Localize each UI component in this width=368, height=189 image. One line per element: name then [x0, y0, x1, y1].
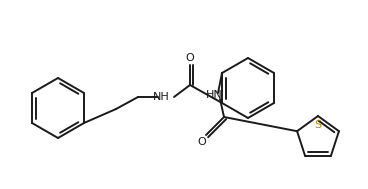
Text: NH: NH	[153, 92, 170, 102]
Text: S: S	[314, 120, 322, 130]
Text: O: O	[198, 137, 206, 147]
Text: HN: HN	[206, 90, 222, 100]
Text: O: O	[185, 53, 194, 63]
